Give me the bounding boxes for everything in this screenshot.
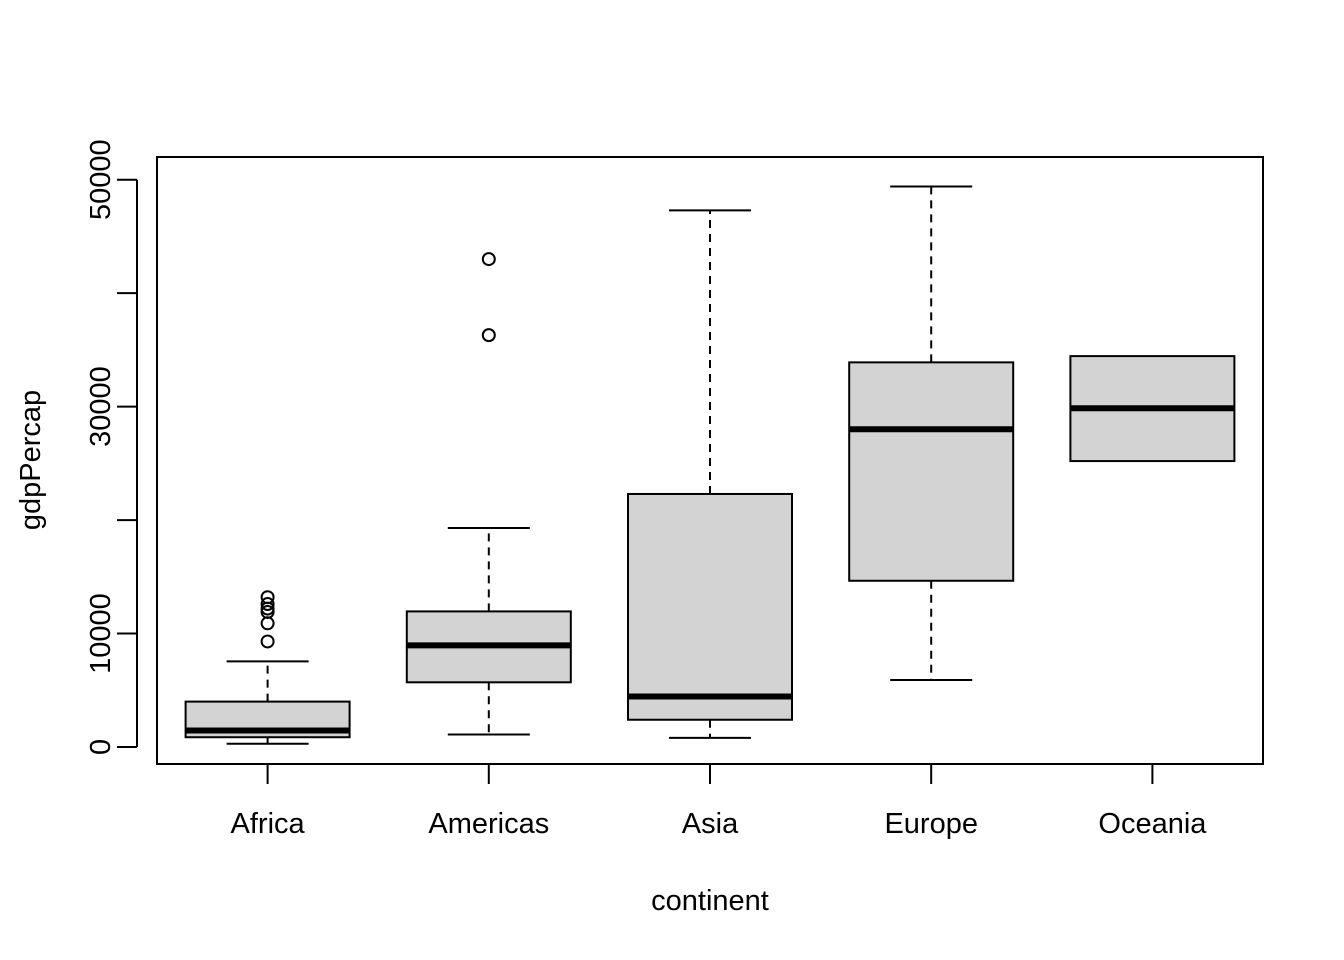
y-axis-label: gdpPercap	[15, 390, 47, 530]
x-tick-label: Europe	[884, 808, 978, 840]
y-tick-label: 50000	[85, 139, 117, 220]
iqr-box	[848, 361, 1015, 582]
y-tick-label: 0	[85, 739, 117, 755]
box-americas	[405, 252, 572, 736]
y-tick-label: 10000	[85, 593, 117, 674]
box-africa	[184, 590, 351, 745]
outlier-point	[260, 597, 275, 612]
x-axis-label: continent	[651, 885, 769, 917]
y-tick-label: 30000	[85, 366, 117, 447]
x-axis: Africa Americas Asia Europe Oceania	[231, 764, 1207, 840]
box-oceania	[1069, 355, 1236, 463]
outlier-point	[260, 634, 275, 649]
outlier-point	[260, 590, 275, 605]
outlier-point	[260, 616, 275, 631]
box-series	[184, 185, 1236, 745]
x-tick-label: Oceania	[1098, 808, 1207, 840]
x-tick-label: Africa	[231, 808, 306, 840]
y-axis: 0 10000 30000 50000	[85, 139, 138, 755]
x-tick-label: Asia	[682, 808, 739, 840]
x-tick-label: Americas	[428, 808, 549, 840]
outlier-point	[481, 328, 496, 343]
iqr-box	[627, 492, 793, 721]
box-asia	[627, 209, 793, 739]
outlier-point	[481, 252, 496, 267]
box-europe	[848, 185, 1015, 682]
